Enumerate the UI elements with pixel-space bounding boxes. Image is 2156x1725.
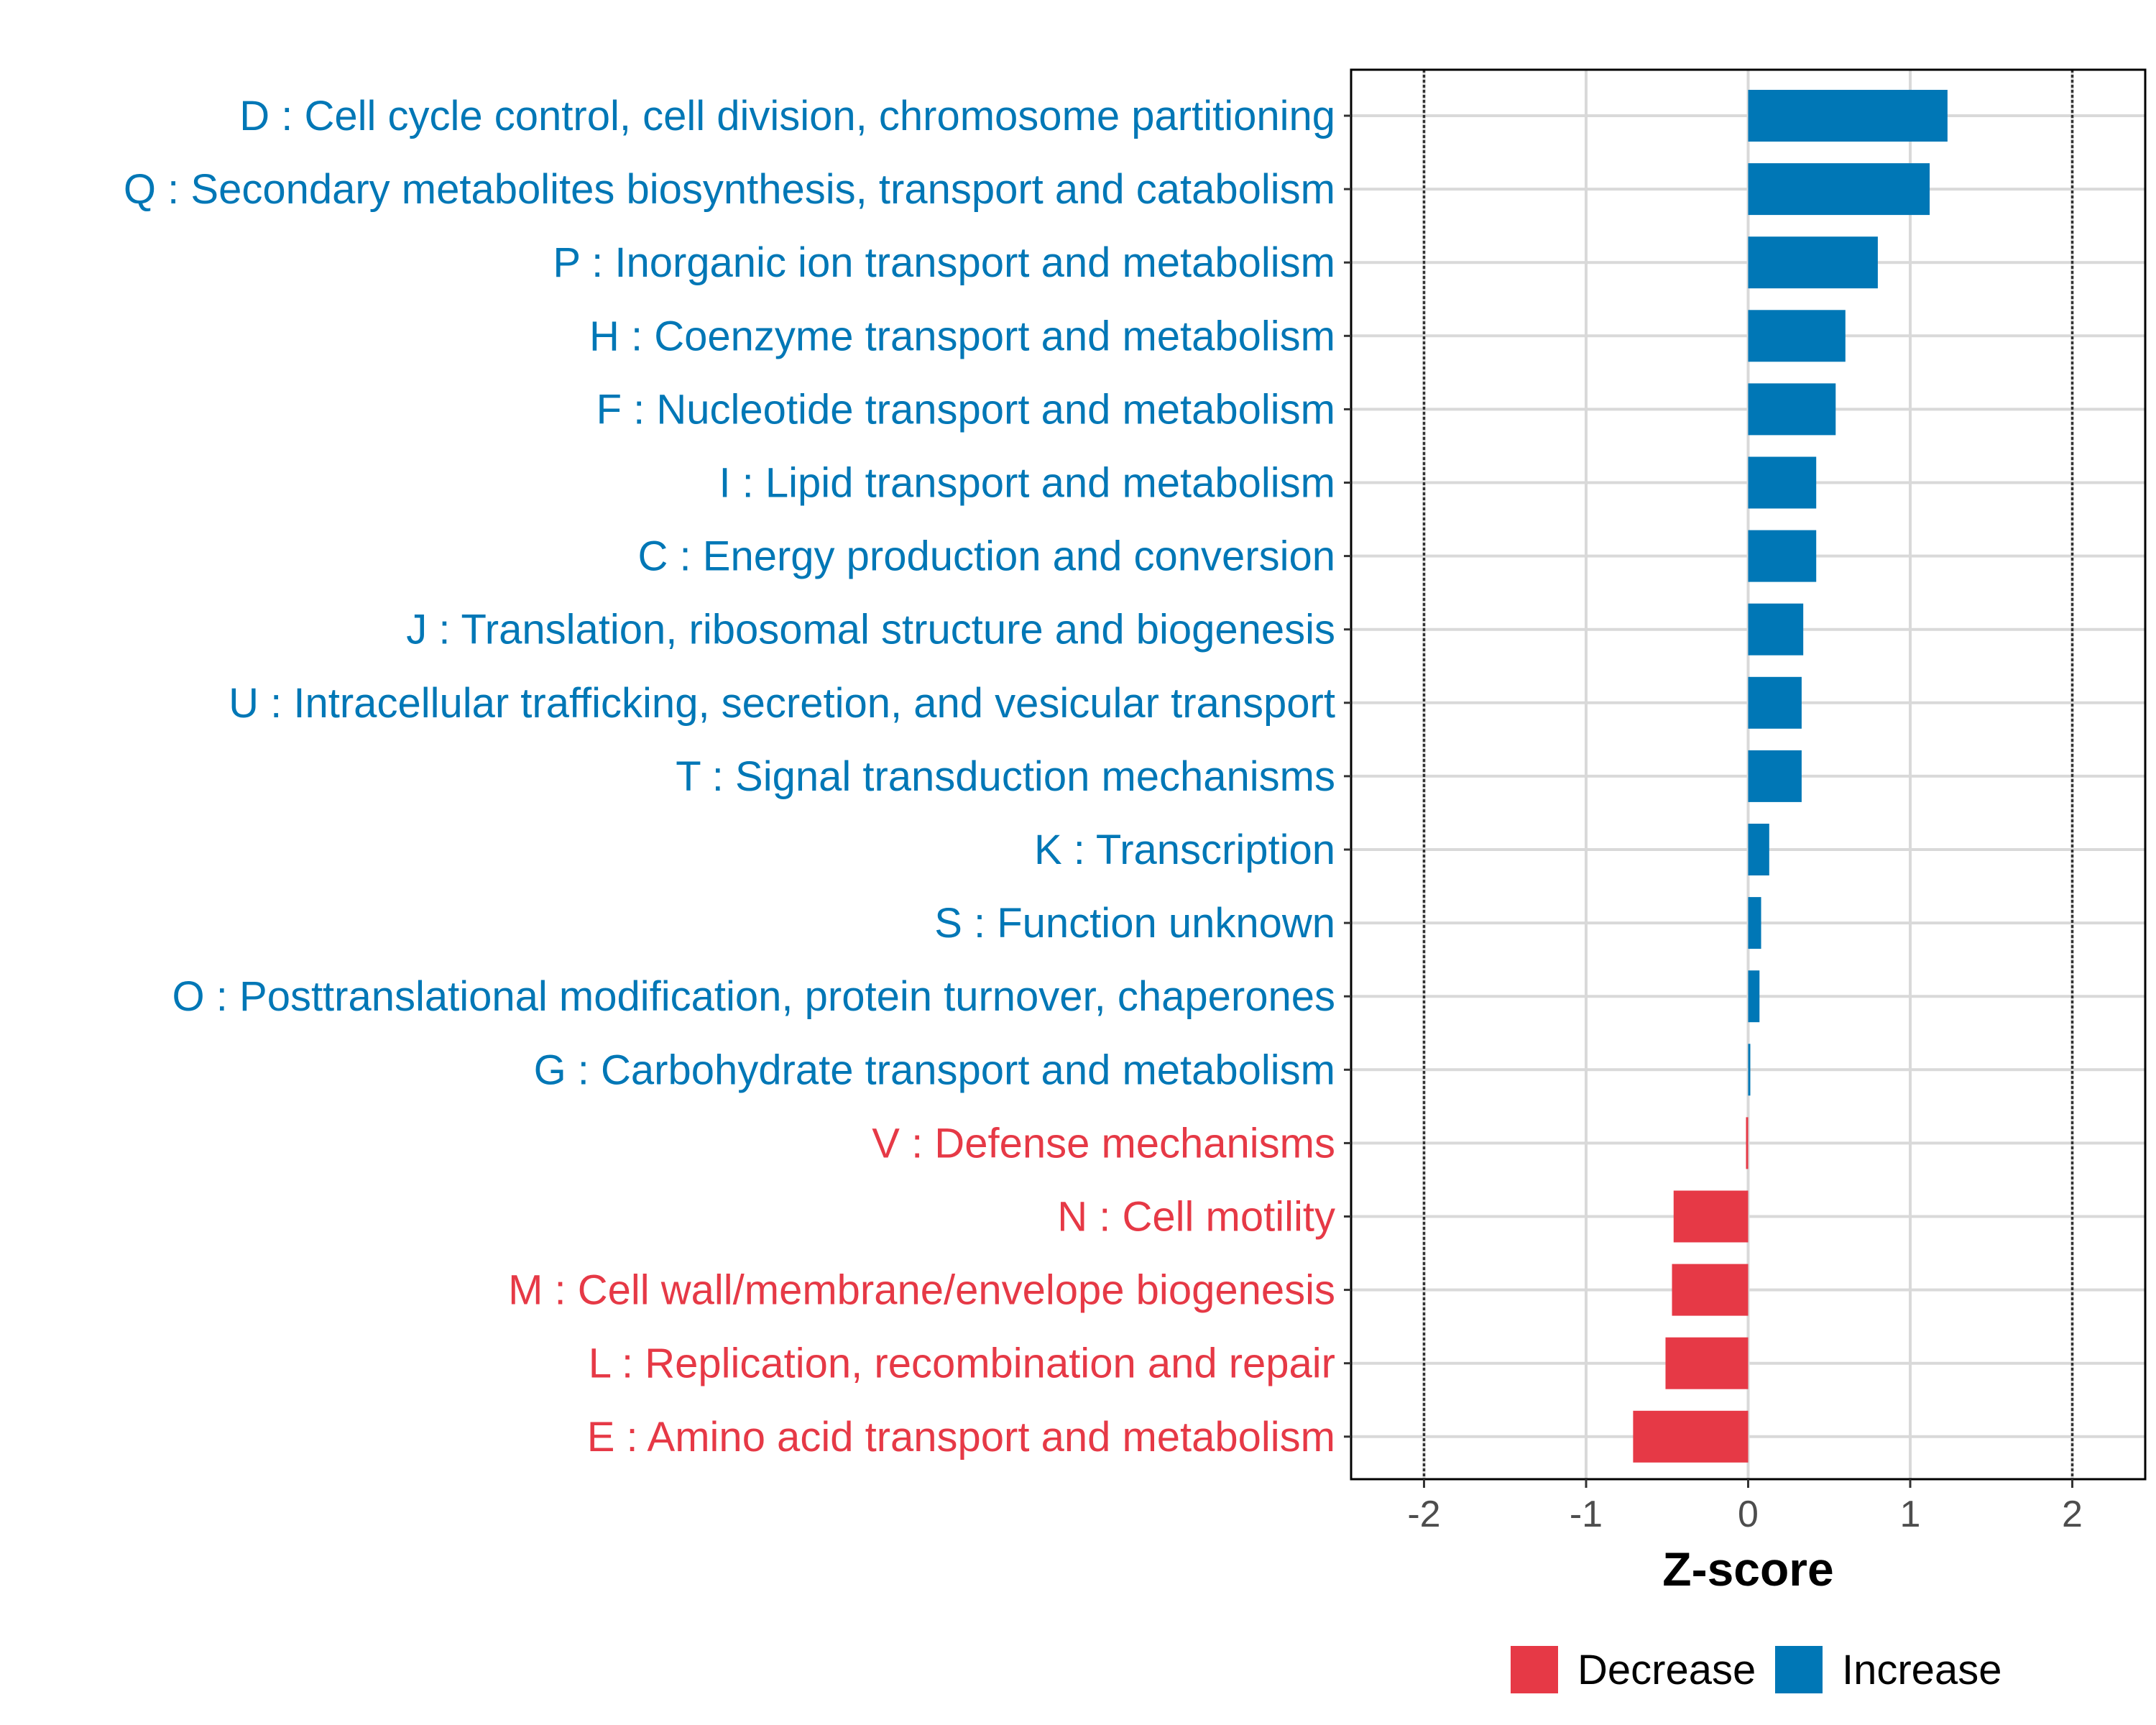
bar [1633, 1410, 1749, 1463]
bar [1748, 676, 1802, 729]
category-label: D : Cell cycle control, cell division, c… [239, 93, 1335, 139]
category-label: V : Defense mechanisms [872, 1120, 1335, 1167]
category-label: O : Posttranslational modification, prot… [172, 973, 1335, 1020]
bar [1748, 383, 1836, 436]
category-label: J : Translation, ribosomal structure and… [406, 607, 1335, 653]
bar [1748, 824, 1769, 875]
bar [1748, 310, 1846, 362]
category-label: L : Replication, recombination and repai… [589, 1340, 1335, 1387]
bar [1748, 456, 1817, 509]
legend: Decrease Increase [1511, 1646, 2001, 1693]
legend-swatch [1511, 1646, 1558, 1693]
x-tick-label: -1 [1570, 1494, 1603, 1535]
category-label: K : Transcription [1034, 827, 1335, 873]
x-axis-title: Z-score [1662, 1542, 1833, 1596]
bar [1748, 603, 1804, 656]
bar [1748, 236, 1878, 289]
bar [1665, 1337, 1749, 1389]
legend-swatch [1775, 1646, 1823, 1693]
bar [1748, 897, 1761, 949]
category-label: P : Inorganic ion transport and metaboli… [553, 239, 1335, 286]
category-label: T : Signal transduction mechanisms [676, 753, 1335, 800]
x-tick-label: 1 [1900, 1494, 1921, 1535]
category-label: S : Function unknown [934, 900, 1335, 947]
bar [1673, 1190, 1749, 1243]
x-tick-label: -2 [1407, 1494, 1440, 1535]
category-label: C : Energy production and conversion [638, 533, 1335, 580]
bars [1633, 90, 1948, 1463]
bar [1748, 1044, 1751, 1096]
legend-label: Increase [1842, 1647, 2001, 1693]
bar [1748, 90, 1948, 142]
category-label: H : Coenzyme transport and metabolism [589, 313, 1335, 359]
legend-label: Decrease [1577, 1647, 1756, 1693]
x-axis-ticks: -2 -1 0 1 2 [1407, 1479, 2083, 1535]
bar [1672, 1264, 1749, 1316]
category-label: M : Cell wall/membrane/envelope biogenes… [508, 1267, 1335, 1314]
bar [1748, 970, 1760, 1023]
category-labels: D : Cell cycle control, cell division, c… [124, 93, 1351, 1460]
bar [1748, 750, 1802, 802]
bar [1748, 530, 1817, 582]
category-label: G : Carbohydrate transport and metabolis… [534, 1046, 1335, 1093]
category-label: F : Nucleotide transport and metabolism [596, 386, 1335, 433]
category-label: I : Lipid transport and metabolism [719, 460, 1335, 507]
x-tick-label: 0 [1738, 1494, 1759, 1535]
bar [1748, 163, 1930, 216]
category-label: N : Cell motility [1057, 1194, 1335, 1241]
x-tick-label: 2 [2062, 1494, 2083, 1535]
category-label: Q : Secondary metabolites biosynthesis, … [124, 166, 1335, 213]
bar [1746, 1117, 1749, 1169]
category-label: E : Amino acid transport and metabolism [587, 1414, 1335, 1460]
category-label: U : Intracellular trafficking, secretion… [229, 680, 1335, 727]
